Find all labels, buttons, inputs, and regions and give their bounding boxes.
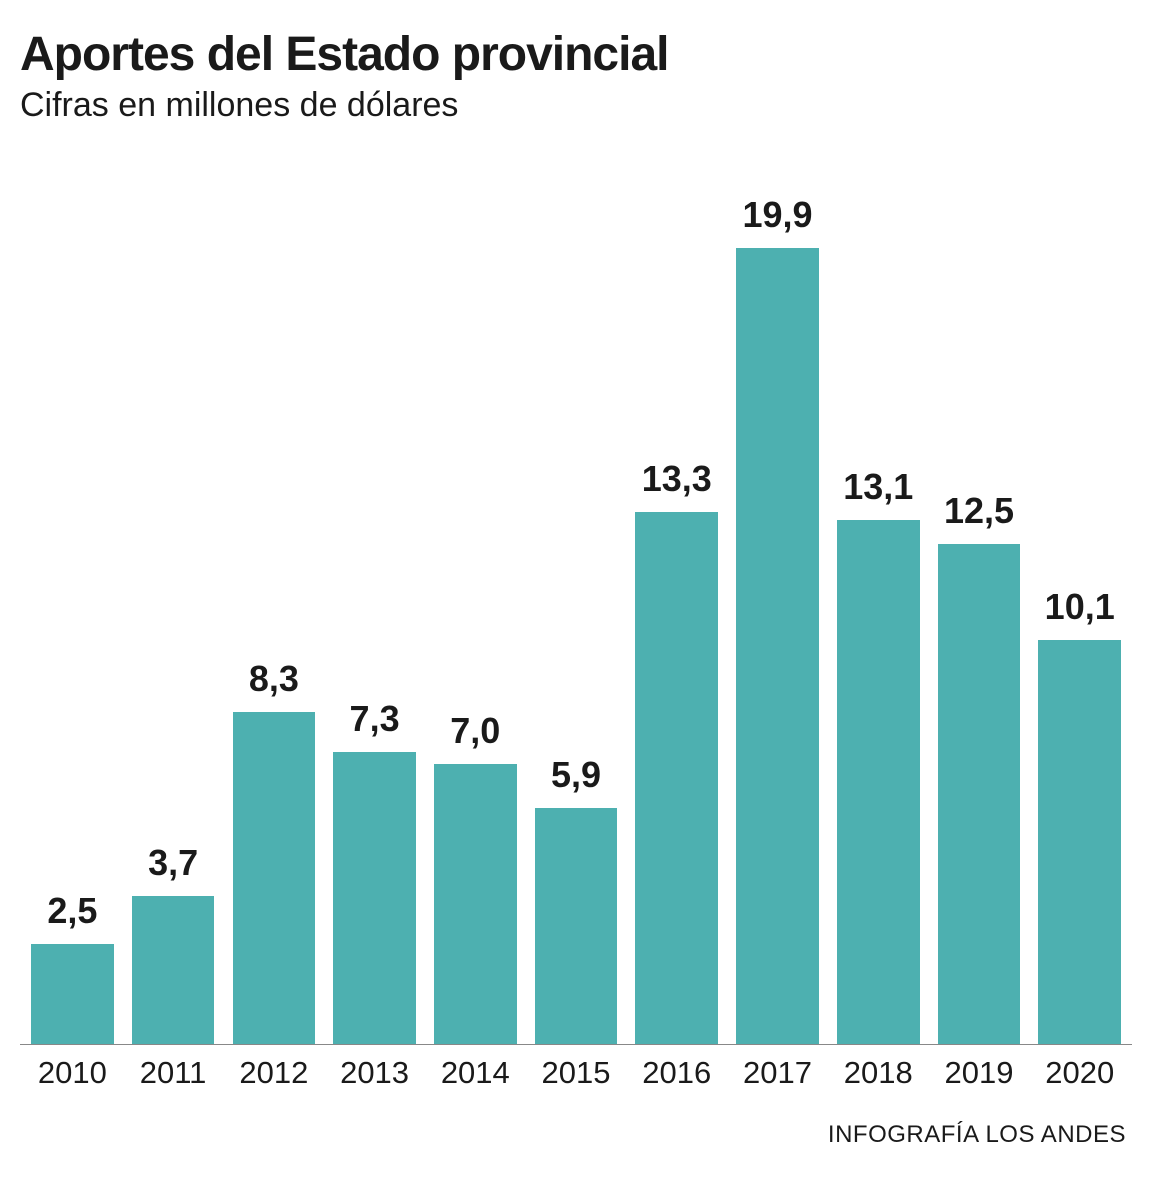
x-axis-label: 2010 bbox=[22, 1055, 123, 1091]
bar-slot: 7,3 bbox=[324, 135, 425, 1044]
bar-slot: 2,5 bbox=[22, 135, 123, 1044]
x-axis-label: 2016 bbox=[626, 1055, 727, 1091]
bar-rect bbox=[132, 896, 215, 1044]
chart-container: Aportes del Estado provincial Cifras en … bbox=[0, 0, 1152, 1179]
x-axis-label: 2017 bbox=[727, 1055, 828, 1091]
bar-value-label: 7,0 bbox=[450, 710, 500, 752]
x-axis-label: 2011 bbox=[123, 1055, 224, 1091]
bar-value-label: 19,9 bbox=[742, 194, 812, 236]
bar-value-label: 7,3 bbox=[350, 698, 400, 740]
bar-value-label: 12,5 bbox=[944, 490, 1014, 532]
bars-region: 2,5 3,7 8,3 7,3 7,0 5,9 13,3 19,9 13,1 12,5 10,1 bbox=[20, 135, 1132, 1045]
bar-rect bbox=[938, 544, 1021, 1044]
bar-slot: 8,3 bbox=[223, 135, 324, 1044]
bar-value-label: 10,1 bbox=[1045, 586, 1115, 628]
bar-slot: 7,0 bbox=[425, 135, 526, 1044]
bar-slot: 10,1 bbox=[1029, 135, 1130, 1044]
bar-rect bbox=[635, 512, 718, 1044]
bar-rect bbox=[31, 944, 114, 1044]
bar-value-label: 2,5 bbox=[47, 890, 97, 932]
bar-slot: 13,3 bbox=[626, 135, 727, 1044]
x-axis-label: 2014 bbox=[425, 1055, 526, 1091]
chart-subtitle: Cifras en millones de dólares bbox=[20, 86, 1132, 125]
bar-rect bbox=[233, 712, 316, 1044]
x-axis-label: 2013 bbox=[324, 1055, 425, 1091]
bar-value-label: 13,3 bbox=[642, 458, 712, 500]
bar-rect bbox=[1038, 640, 1121, 1044]
bar-slot: 13,1 bbox=[828, 135, 929, 1044]
bar-value-label: 13,1 bbox=[843, 466, 913, 508]
bar-slot: 3,7 bbox=[123, 135, 224, 1044]
x-axis-label: 2012 bbox=[223, 1055, 324, 1091]
x-axis-label: 2019 bbox=[929, 1055, 1030, 1091]
chart-title: Aportes del Estado provincial bbox=[20, 30, 1132, 80]
bar-rect bbox=[333, 752, 416, 1044]
bar-rect bbox=[434, 764, 517, 1044]
bar-value-label: 5,9 bbox=[551, 754, 601, 796]
x-axis-labels: 2010201120122013201420152016201720182019… bbox=[20, 1045, 1132, 1091]
chart-area: 2,5 3,7 8,3 7,3 7,0 5,9 13,3 19,9 13,1 12,5 10,1 2… bbox=[20, 135, 1132, 1091]
bar-slot: 12,5 bbox=[929, 135, 1030, 1044]
bar-slot: 5,9 bbox=[526, 135, 627, 1044]
x-axis-label: 2020 bbox=[1029, 1055, 1130, 1091]
bar-rect bbox=[535, 808, 618, 1044]
bar-rect bbox=[736, 248, 819, 1044]
bar-value-label: 8,3 bbox=[249, 658, 299, 700]
bar-rect bbox=[837, 520, 920, 1044]
bar-slot: 19,9 bbox=[727, 135, 828, 1044]
bar-value-label: 3,7 bbox=[148, 842, 198, 884]
x-axis-label: 2015 bbox=[526, 1055, 627, 1091]
chart-credit: INFOGRAFÍA LOS ANDES bbox=[20, 1091, 1132, 1159]
x-axis-label: 2018 bbox=[828, 1055, 929, 1091]
